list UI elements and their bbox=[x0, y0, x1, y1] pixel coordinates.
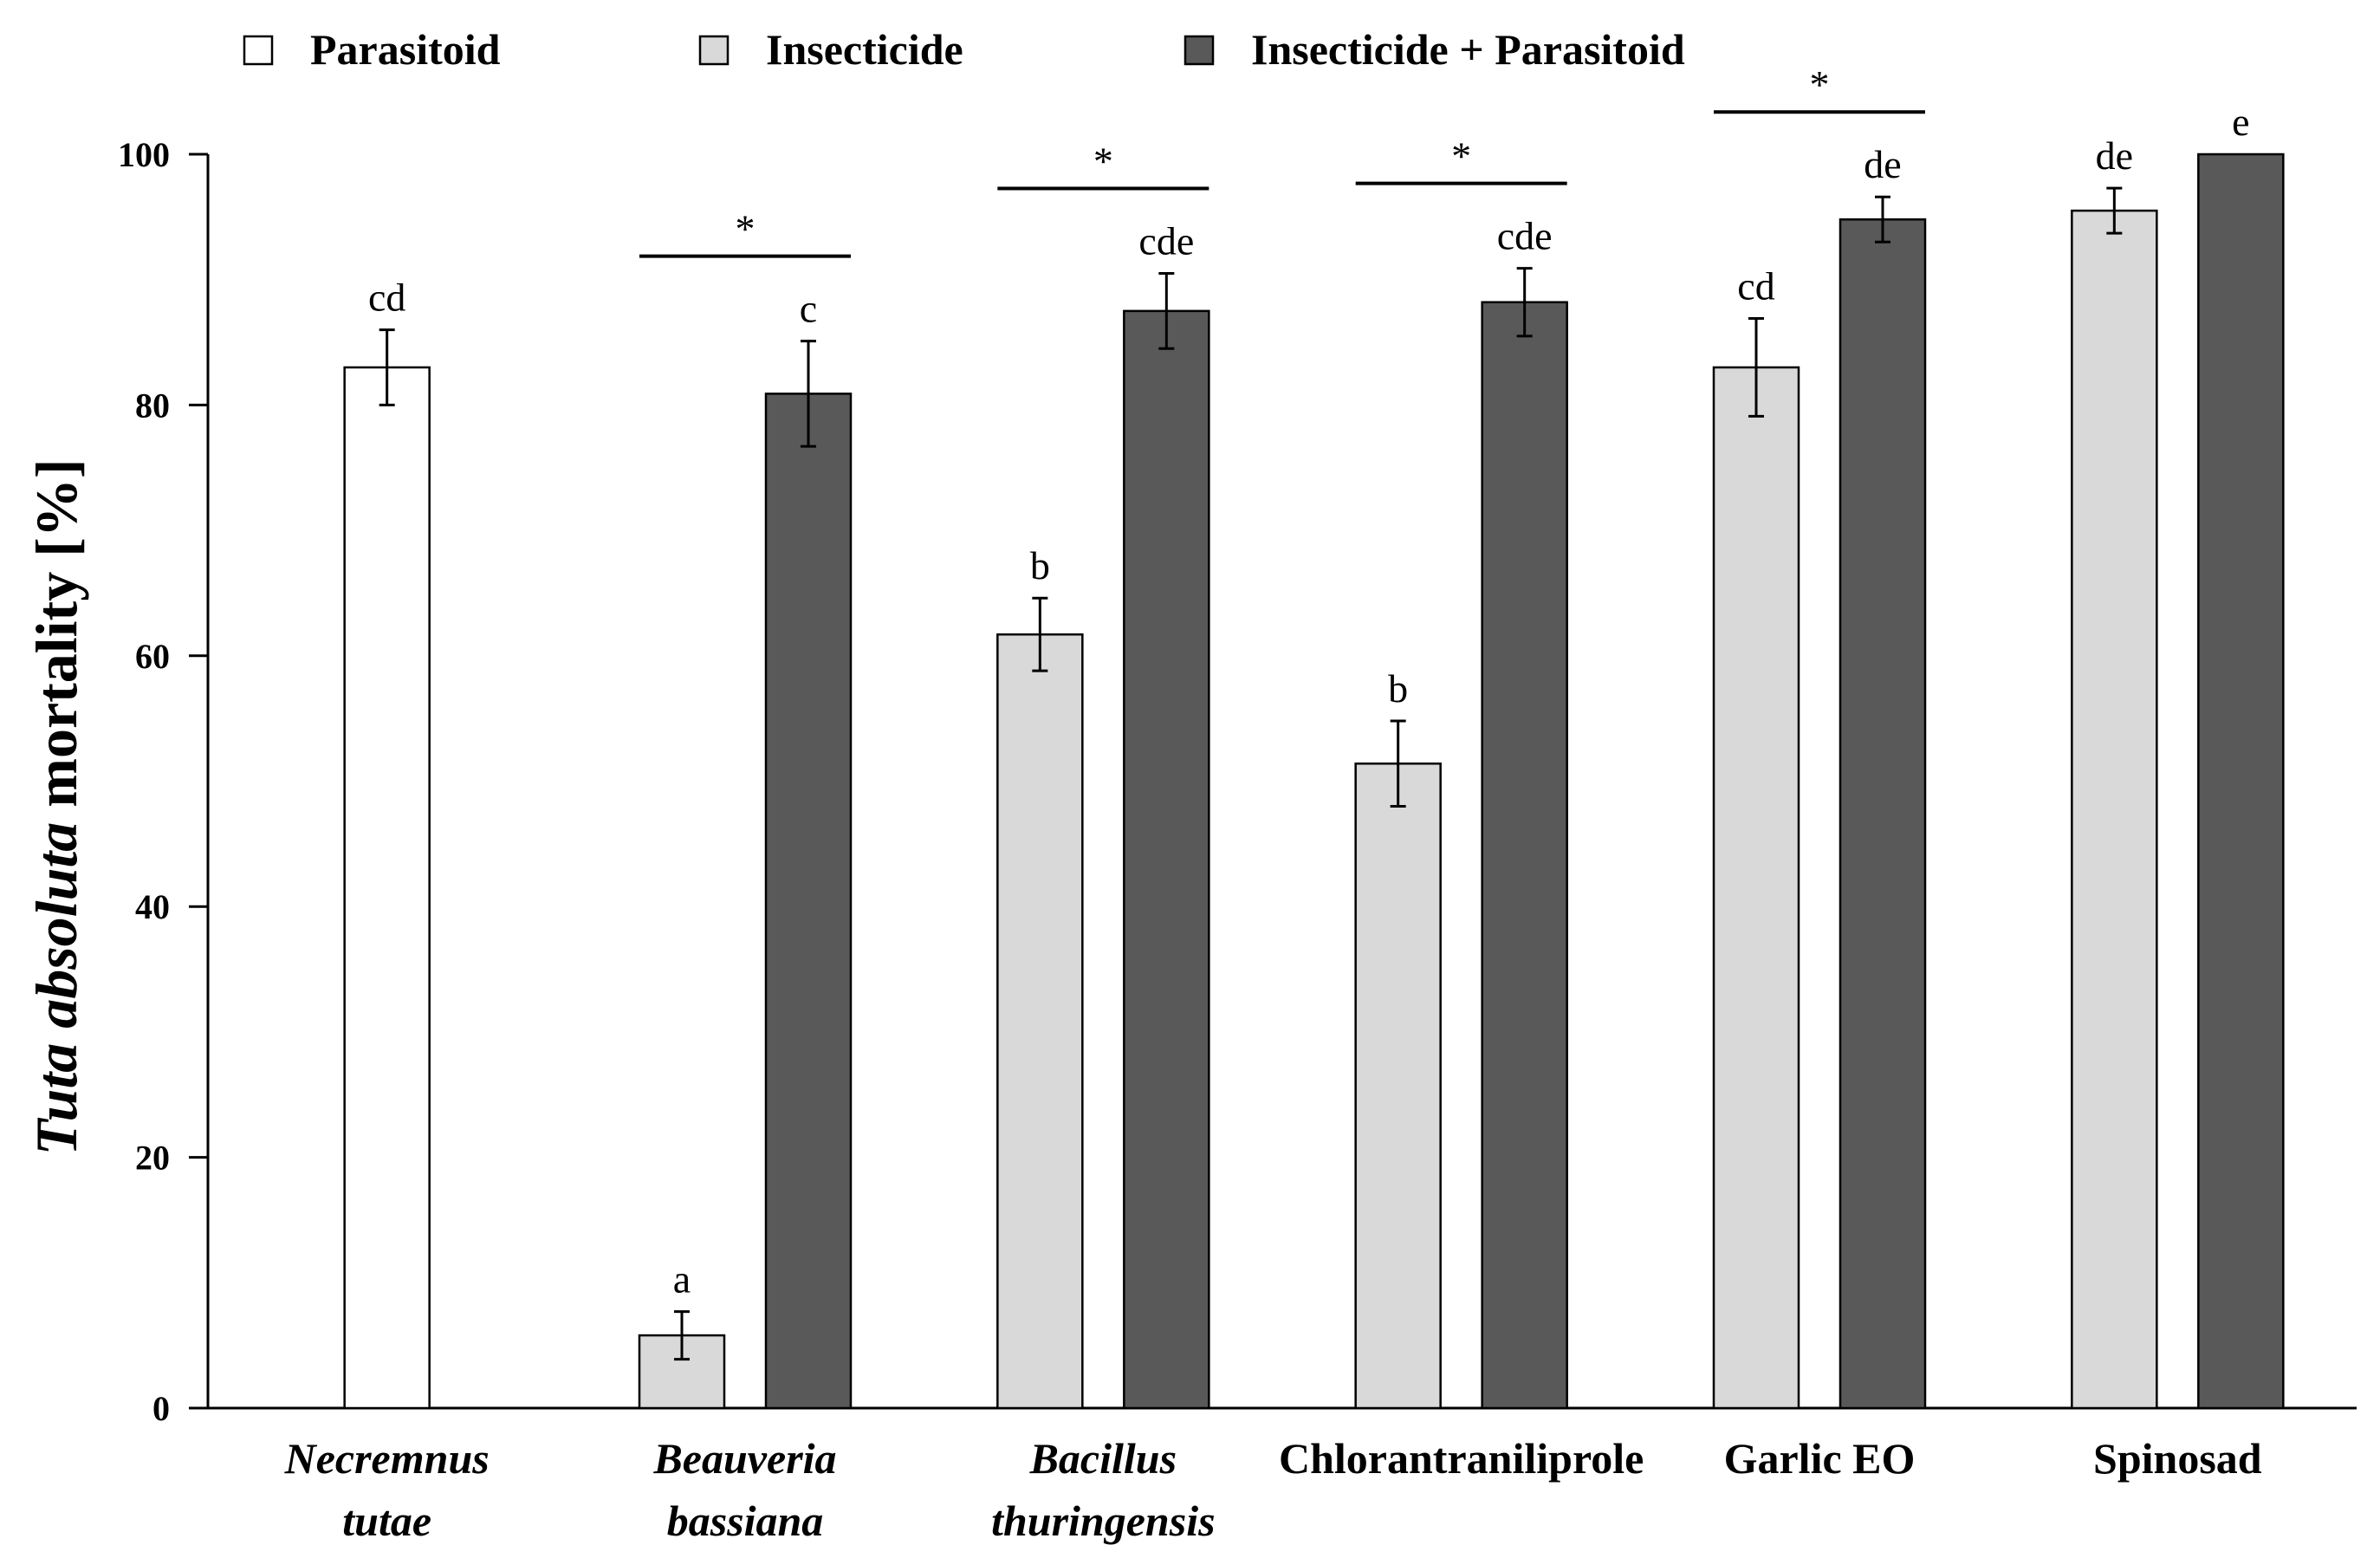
group-letter: de bbox=[1864, 142, 1901, 186]
bar bbox=[1839, 217, 1927, 1410]
error-bar bbox=[801, 340, 816, 448]
y-tick-label: 100 bbox=[118, 135, 170, 174]
error-bar bbox=[1390, 719, 1406, 808]
y-tick-label: 60 bbox=[135, 637, 170, 676]
legend-label: Parasitoid bbox=[310, 25, 501, 74]
group-letter: de bbox=[2096, 133, 2133, 178]
x-axis: Necremnus tutae Beauveria bassiana Bacillus t… bbox=[208, 1406, 2357, 1545]
category-label: bassiana bbox=[667, 1496, 824, 1545]
y-tick-label: 0 bbox=[152, 1389, 170, 1428]
y-tick-label: 40 bbox=[135, 887, 170, 926]
error-bar bbox=[379, 328, 395, 406]
category-label: Garlic EO bbox=[1724, 1434, 1916, 1483]
bar bbox=[1123, 309, 1210, 1410]
y-axis: 0 20 40 60 80 100 Tuta absoluta mortality [%] bbox=[23, 135, 210, 1428]
group-letter: cd bbox=[1737, 264, 1774, 308]
legend-label: Insecticide bbox=[766, 25, 963, 74]
category-label: Beauveria bbox=[652, 1434, 836, 1483]
y-tick-label: 80 bbox=[135, 386, 170, 425]
significance-star: * bbox=[1810, 62, 1830, 107]
bar bbox=[1712, 366, 1800, 1410]
legend: Parasitoid Insecticide Insecticide + Paras… bbox=[243, 25, 1685, 74]
legend-item: Parasitoid bbox=[243, 25, 501, 74]
bar bbox=[2197, 153, 2285, 1410]
error-bar bbox=[674, 1310, 690, 1361]
error-bar bbox=[1516, 267, 1533, 338]
error-bar bbox=[1748, 317, 1764, 418]
category-label: Chlorantraniliprole bbox=[1279, 1434, 1644, 1483]
legend-swatch bbox=[243, 35, 274, 66]
bar bbox=[764, 393, 853, 1410]
annotations: cd a c b cde b cde cd de de e * * * * bbox=[368, 62, 2250, 1301]
legend-label: Insecticide + Parasitoid bbox=[1251, 25, 1685, 74]
category-label: tutae bbox=[342, 1496, 431, 1545]
y-tick-label: 20 bbox=[135, 1139, 170, 1178]
legend-item: Insecticide bbox=[698, 25, 963, 74]
legend-swatch bbox=[1184, 35, 1215, 66]
bar bbox=[1354, 762, 1442, 1410]
category-label: Bacillus bbox=[1029, 1434, 1177, 1483]
bar bbox=[343, 366, 431, 1410]
error-bar bbox=[1158, 271, 1175, 350]
significance-marker: * bbox=[1714, 62, 1925, 114]
category-label: Necremnus bbox=[284, 1434, 490, 1483]
error-bar bbox=[1875, 195, 1890, 243]
category-label: Spinosad bbox=[2093, 1434, 2262, 1483]
legend-item: Insecticide + Parasitoid bbox=[1184, 25, 1685, 74]
significance-star: * bbox=[1093, 139, 1113, 183]
group-letter: b bbox=[1388, 666, 1408, 711]
y-axis-label: Tuta absoluta mortality [%] bbox=[23, 459, 89, 1156]
bar bbox=[1481, 301, 1568, 1410]
significance-marker: * bbox=[997, 139, 1209, 191]
bar bbox=[996, 633, 1084, 1410]
bar bbox=[2071, 209, 2158, 1410]
significance-star: * bbox=[736, 207, 756, 251]
error-bar bbox=[2106, 186, 2123, 235]
group-letter: e bbox=[2232, 100, 2249, 144]
group-letter: a bbox=[673, 1257, 691, 1302]
significance-marker: * bbox=[1355, 134, 1567, 185]
group-letter: c bbox=[800, 287, 817, 331]
bars bbox=[343, 153, 2285, 1410]
significance-marker: * bbox=[639, 207, 851, 258]
group-letter: b bbox=[1030, 543, 1050, 587]
group-letter: cd bbox=[368, 276, 405, 320]
category-label: thuringensis bbox=[991, 1496, 1215, 1545]
significance-star: * bbox=[1451, 134, 1471, 179]
group-letter: cde bbox=[1497, 214, 1553, 258]
group-letter: cde bbox=[1138, 218, 1194, 263]
error-bar bbox=[1032, 596, 1048, 672]
legend-swatch bbox=[698, 35, 730, 66]
